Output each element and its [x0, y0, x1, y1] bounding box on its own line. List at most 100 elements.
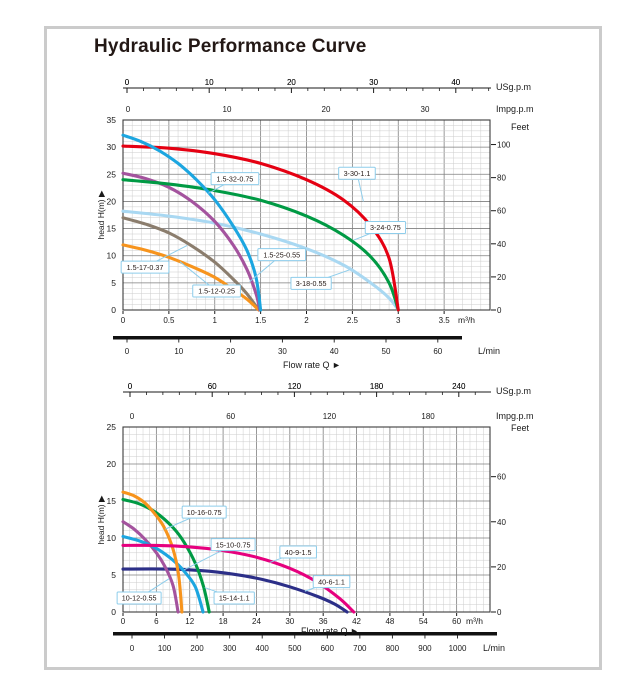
impgpm-unit-label: Impg.p.m [496, 411, 534, 421]
curve-40-9-1.5 [121, 543, 356, 614]
tick-label: 200 [190, 644, 204, 653]
curve-label-text: 10-16-0.75 [187, 508, 222, 517]
curve-label-3-30-1.1: 3-30-1.1 [338, 166, 376, 202]
curve-label-box [116, 591, 162, 605]
tick-label: 48 [385, 617, 394, 626]
curve-label-1.5-12-0.25: 1.5-12-0.25 [179, 261, 241, 298]
tick-label: 10 [205, 78, 214, 87]
curve-label-1.5-25-0.55: 1.5-25-0.55 [249, 248, 307, 283]
tick-label: 6 [154, 617, 159, 626]
tick-label: 60 [497, 473, 506, 482]
m3h-unit-label: m³/h [466, 616, 483, 626]
usgpm-unit-label: USg.p.m [496, 386, 531, 396]
tick-label: 120 [288, 382, 302, 391]
tick-label: 15 [107, 224, 117, 234]
usgpm-axis: 0 60 120 180 240 USg.p.m [123, 382, 531, 397]
tick-label: 700 [353, 644, 367, 653]
page-title: Hydraulic Performance Curve [94, 36, 367, 57]
m3h-axis: 0 6 12 18 24 30 36 42 48 54 60 m³/h [121, 613, 483, 626]
tick-label: 40 [497, 518, 506, 527]
tick-label: 2 [304, 316, 309, 325]
tick-label: 35 [107, 115, 117, 125]
curve-1.5-17-0.37 [121, 216, 261, 312]
tick-label: 60 [208, 382, 217, 391]
tick-label: 30 [421, 105, 430, 114]
tick-label: 10 [107, 251, 117, 261]
curve-1.5-32-0.75 [121, 133, 263, 312]
tick-label: 60 [452, 617, 461, 626]
tick-label: 20 [497, 273, 506, 282]
curve-3-18-0.55 [121, 209, 400, 312]
tick-label: 20 [107, 196, 117, 206]
curve-label-box [290, 276, 332, 290]
tick-label: 20 [226, 347, 235, 356]
curve-label-box [364, 220, 407, 234]
tick-label: 100 [158, 644, 172, 653]
tick-label: 180 [370, 382, 384, 391]
tick-label: 180 [421, 412, 435, 421]
x-axis-title: Flow rate Q ► [283, 360, 341, 370]
lmin-axis: 0 100 200 300 400 500 600 700 800 900 1000 L/min [113, 632, 505, 653]
feet-unit-label: Feet [511, 122, 530, 132]
curve-label-box [213, 591, 255, 605]
x-axis-title: Flow rate Q ► [301, 626, 359, 636]
usgpm-unit-label: USg.p.m [496, 82, 531, 92]
plot-border [122, 119, 491, 311]
tick-label: 10 [223, 105, 232, 114]
tick-label: 0 [121, 316, 126, 325]
tick-label: 25 [107, 422, 117, 432]
tick-label: 120 [288, 382, 302, 391]
tick-label: 80 [497, 174, 506, 183]
curve-label-text: 1.5-17-0.37 [127, 263, 164, 272]
tick-label: 54 [419, 617, 428, 626]
tick-label: 0.5 [163, 316, 175, 325]
curve-label-box [257, 248, 307, 262]
curve-label-text: 1.5-12-0.25 [198, 287, 235, 296]
curve-label-text: 3-24-0.75 [370, 223, 401, 232]
curve-label-text: 10-12-0.55 [122, 594, 157, 603]
curve-label-box [279, 545, 317, 559]
lmin-axis: 0 10 20 30 40 50 60 L/min [113, 336, 500, 356]
tick-label: 20 [322, 105, 331, 114]
tick-label: 10 [174, 347, 183, 356]
curve-label-text: 1.5-25-0.55 [263, 250, 300, 259]
tick-label: 240 [452, 382, 466, 391]
curve-label-3-18-0.55: 3-18-0.55 [290, 269, 350, 290]
curve-3-30-1.1 [121, 144, 400, 312]
tick-label: 0 [125, 78, 130, 87]
tick-label: 60 [226, 412, 235, 421]
tick-label: 20 [287, 78, 296, 87]
tick-label: 25 [107, 169, 117, 179]
tick-label: 5 [111, 570, 116, 580]
lmin-axis-bar [113, 336, 462, 340]
tick-label: 15 [107, 496, 117, 506]
tick-label: 240 [452, 382, 466, 391]
tick-label: 0 [497, 306, 502, 315]
tick-label: 0 [130, 412, 135, 421]
curve-label-box [338, 166, 376, 180]
tick-label: 30 [369, 78, 378, 87]
lmin-axis-bar [113, 632, 497, 636]
tick-label: 3.5 [439, 316, 451, 325]
feet-axis: Feet 0 20 40 60 [491, 423, 530, 617]
tick-label: 20 [107, 459, 117, 469]
tick-label: 18 [219, 617, 228, 626]
tick-label: 600 [321, 644, 335, 653]
head-axis: 0 5 10 15 20 25 30 35 head H(m) ▶ [96, 115, 116, 315]
tick-label: 10 [205, 78, 214, 87]
tick-label: 0 [125, 78, 130, 87]
tick-label: 60 [497, 207, 506, 216]
tick-label: 50 [382, 347, 391, 356]
plot-border [122, 426, 491, 613]
impgpm-axis: 0 10 20 30 Impg.p.m [126, 104, 534, 114]
tick-label: 40 [330, 347, 339, 356]
usgpm-axis: 0 10 20 30 40 USg.p.m [123, 78, 531, 93]
tick-label: 30 [107, 142, 117, 152]
curve-label-text: 3-30-1.1 [344, 169, 371, 178]
tick-label: 120 [323, 412, 337, 421]
tick-label: 12 [185, 617, 194, 626]
tick-label: 0 [111, 607, 116, 617]
tick-label: 60 [433, 347, 442, 356]
tick-label: 800 [386, 644, 400, 653]
tick-label: 2.5 [347, 316, 359, 325]
